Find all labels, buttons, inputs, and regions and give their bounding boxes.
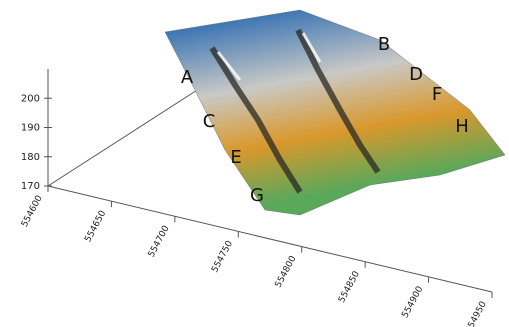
annotation-label: E [230,147,241,168]
x-tick-label: 554650 [83,209,108,244]
x-tick-label: 554700 [147,224,172,259]
terrain-surface [165,10,505,215]
x-tick-label: 554950 [464,300,489,327]
chart: 170 180 190 200 554600 554650 554700 554750 5548… [0,0,509,327]
annotation-label: C [203,111,216,132]
z-tick-label: 190 [21,123,40,134]
annotation-label: G [250,185,264,206]
z-tick-label: 180 [21,152,40,163]
x-tick-label: 554850 [337,269,362,304]
x-tick-label: 554800 [274,254,299,289]
annotation-label: D [409,64,423,85]
y-axis [48,85,205,186]
annotation-label: H [455,116,469,137]
x-tick-label: 554750 [210,239,235,274]
z-tick-label: 170 [21,181,40,192]
annotation-label: B [378,34,390,55]
x-tick-label: 554900 [400,285,425,320]
annotation-label: A [181,67,194,88]
z-tick-label: 200 [21,93,40,104]
annotation-label: F [432,84,442,105]
x-tick-label: 554600 [20,194,45,229]
